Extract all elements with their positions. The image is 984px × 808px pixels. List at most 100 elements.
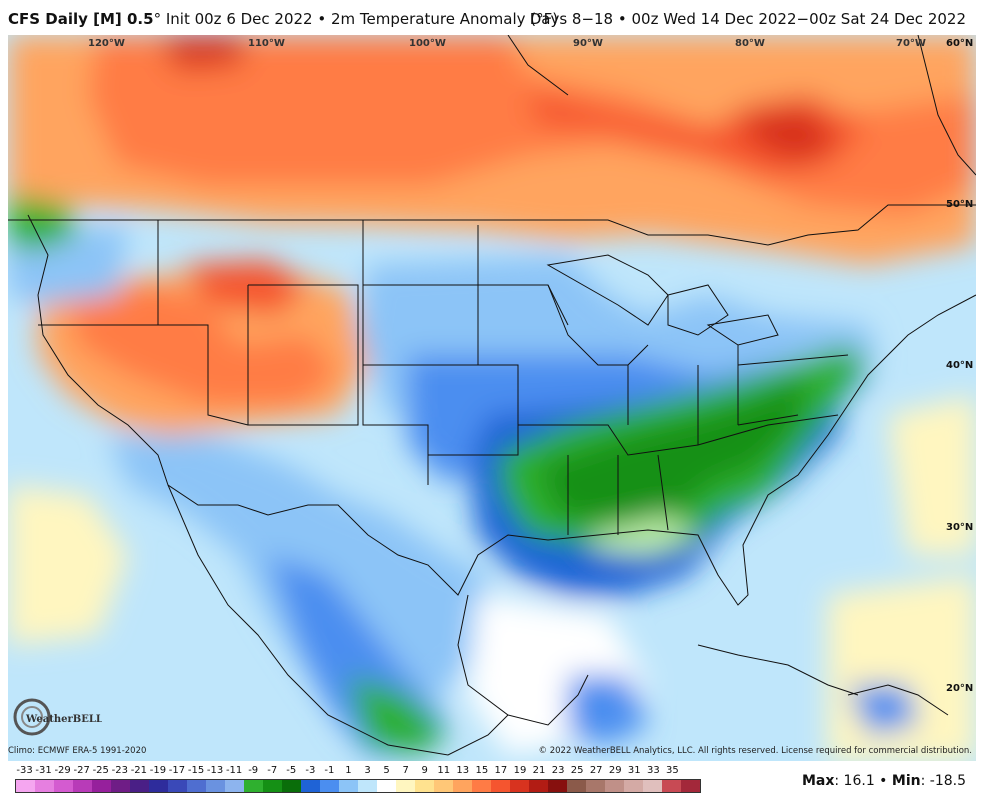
colorbar-label: 33 <box>646 765 660 776</box>
colorbar-swatch <box>643 780 662 792</box>
lon-label-110w: 110°W <box>248 38 285 49</box>
colorbar-swatch <box>358 780 377 792</box>
colorbar-label: 35 <box>666 765 679 776</box>
colorbar-label: 17 <box>494 765 508 776</box>
colorbar-swatch <box>225 780 244 792</box>
colorbar-label: 5 <box>383 765 390 776</box>
colorbar-label: -27 <box>73 765 90 776</box>
colorbar-swatch <box>396 780 415 792</box>
colorbar-swatch <box>624 780 643 792</box>
colorbar-label: 3 <box>364 765 371 776</box>
colorbar-swatch <box>92 780 111 792</box>
colorbar-label: 27 <box>589 765 603 776</box>
colorbar-swatch <box>339 780 358 792</box>
lon-label-90w: 90°W <box>573 38 603 49</box>
colorbar-label: -19 <box>149 765 167 776</box>
colorbar-swatch <box>453 780 472 792</box>
colorbar-swatch <box>510 780 529 792</box>
lon-label-70w: 70°W <box>896 38 926 49</box>
logo-text: WeatherBELL <box>25 714 102 725</box>
colorbar-label: -15 <box>187 765 205 776</box>
colorbar-label: 13 <box>456 765 470 776</box>
colorbar-swatch <box>168 780 187 792</box>
lon-label-80w: 80°W <box>735 38 765 49</box>
copyright-note: © 2022 WeatherBELL Analytics, LLC. All r… <box>538 746 972 756</box>
colorbar-swatch <box>434 780 453 792</box>
lat-label-40n: 40°N <box>946 360 973 371</box>
colorbar-swatch <box>586 780 605 792</box>
title-separator: • <box>312 10 331 28</box>
colorbar-label: 19 <box>513 765 527 776</box>
lat-label-60n: 60°N <box>946 38 973 49</box>
colorbar-label: -29 <box>54 765 71 776</box>
max-min-stats: Max: 16.1 • Min: -18.5 <box>802 773 966 789</box>
colorbar-swatch <box>605 780 624 792</box>
colorbar-label: 11 <box>437 765 451 776</box>
max-label: Max <box>801 773 835 789</box>
lat-label-30n: 30°N <box>946 522 973 533</box>
climo-note: Climo: ECMWF ERA-5 1991-2020 <box>8 746 147 756</box>
colorbar-label: 21 <box>532 765 546 776</box>
colorbar-swatch <box>491 780 510 792</box>
colorbar-swatch <box>149 780 168 792</box>
boundaries <box>8 35 976 756</box>
anomaly-field <box>8 35 976 761</box>
colorbar-swatch <box>187 780 206 792</box>
min-value: : -18.5 <box>920 773 966 789</box>
colorbar-label: -11 <box>225 765 243 776</box>
colorbar-label: 23 <box>551 765 565 776</box>
min-label: Min <box>891 773 921 789</box>
colorbar-label: -3 <box>305 765 316 776</box>
colorbar-label: -25 <box>92 765 109 776</box>
colorbar-label: -5 <box>286 765 297 776</box>
valid-range: Days 8−18 • 00z Wed 14 Dec 2022−00z Sat … <box>529 10 966 28</box>
lon-label-100w: 100°W <box>409 38 446 49</box>
colorbar-label: 15 <box>475 765 489 776</box>
field-name: 2m Temperature Anomaly (°F) <box>331 10 559 28</box>
colorbar-swatch <box>206 780 225 792</box>
colorbar-swatch <box>662 780 681 792</box>
colorbar-swatch <box>282 780 301 792</box>
colorbar-swatch <box>244 780 263 792</box>
colorbar-label: 31 <box>627 765 641 776</box>
colorbar-swatch <box>415 780 434 792</box>
lon-label-120w: 120°W <box>88 38 125 49</box>
colorbar-label: -17 <box>168 765 186 776</box>
colorbar-labels: -33 -31 -29 -27 -25 -23 -21 -19 -17 -15 -13 -11 -9 -7… <box>0 765 984 779</box>
temperature-anomaly-map: 120°W 110°W 100°W 90°W 80°W 70°W 60°N 50… <box>8 35 976 761</box>
degree-mark: ° <box>153 10 162 28</box>
weatherbell-logo: WeatherBELL <box>13 698 102 736</box>
colorbar-swatch <box>111 780 130 792</box>
colorbar-label: 9 <box>421 765 428 776</box>
colorbar-swatch <box>529 780 548 792</box>
colorbar-label: -9 <box>248 765 259 776</box>
colorbar-swatch <box>320 780 339 792</box>
colorbar-label: -13 <box>206 765 224 776</box>
colorbar-label: 25 <box>570 765 584 776</box>
colorbar-swatch <box>301 780 320 792</box>
colorbar-swatch <box>548 780 567 792</box>
colorbar <box>15 779 701 793</box>
colorbar-swatch <box>472 780 491 792</box>
colorbar-label: -21 <box>130 765 148 776</box>
max-value: : 16.1 <box>834 773 875 789</box>
colorbar-swatch <box>16 780 35 792</box>
colorbar-label: 7 <box>402 765 409 776</box>
colorbar-swatch <box>377 780 396 792</box>
colorbar-swatch <box>263 780 282 792</box>
colorbar-label: -31 <box>35 765 52 776</box>
colorbar-label: -23 <box>111 765 128 776</box>
colorbar-label: -33 <box>16 765 33 776</box>
colorbar-swatch <box>567 780 586 792</box>
map-title: CFS Daily [M] 0.5° Init 00z 6 Dec 2022 •… <box>8 10 558 28</box>
lat-label-20n: 20°N <box>946 683 973 694</box>
colorbar-swatch <box>35 780 54 792</box>
init-time: Init 00z 6 Dec 2022 <box>161 10 313 28</box>
colorbar-swatch <box>130 780 149 792</box>
colorbar-swatch <box>73 780 92 792</box>
stats-separator: • <box>874 773 892 789</box>
lat-label-50n: 50°N <box>946 199 973 210</box>
colorbar-label: 1 <box>345 765 352 776</box>
colorbar-swatch <box>681 780 700 792</box>
model-name: CFS Daily [M] 0.5 <box>8 10 154 28</box>
